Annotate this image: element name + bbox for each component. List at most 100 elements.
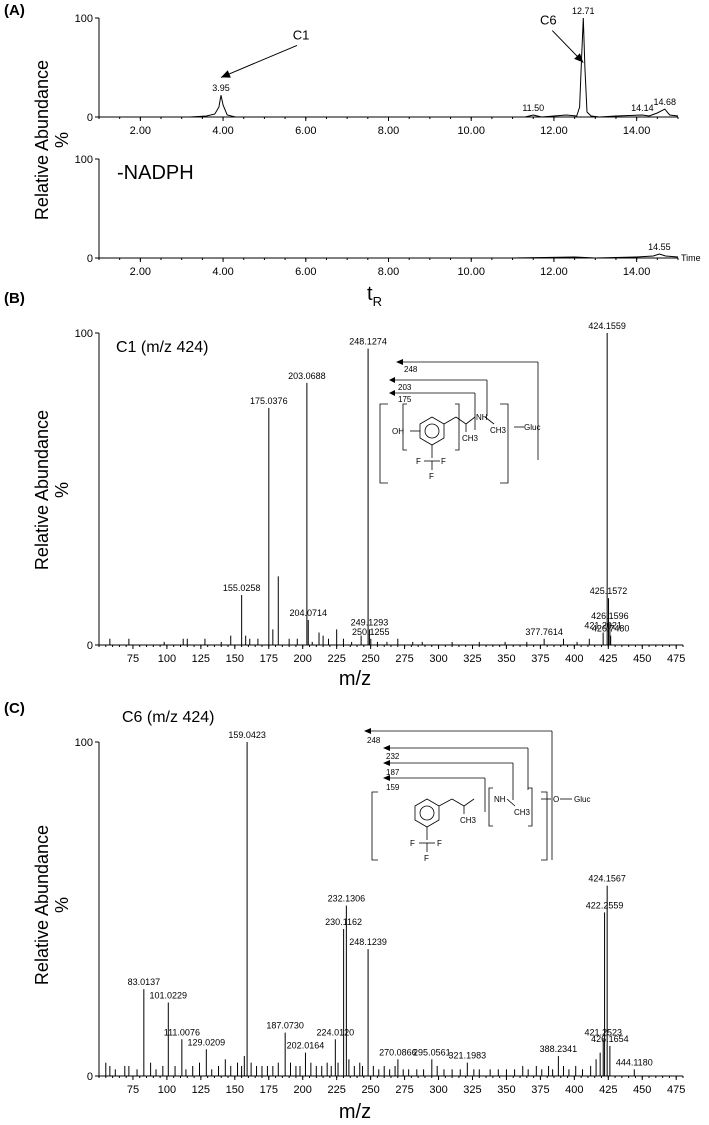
x-tick-label: 6.00 (295, 266, 316, 278)
bracket-inner-right (455, 403, 460, 451)
aromatic-circle (424, 423, 440, 439)
peak-label: 426.7480 (592, 624, 630, 634)
bracket-right (541, 791, 548, 861)
fragment-248-label: 248 (367, 736, 381, 745)
x-tick-label: 10.00 (457, 125, 485, 137)
peak-label: 421.2021 (584, 621, 622, 631)
fragment-159-label: 159 (386, 783, 400, 792)
peak-label: 83.0137 (128, 977, 161, 987)
peak-label: 425.1572 (590, 586, 628, 596)
fragment-159-arrowhead (383, 775, 390, 781)
y-tick-label: 100 (75, 328, 93, 340)
peak-label: 12.71 (572, 6, 595, 16)
y-tick-label: 100 (75, 154, 93, 166)
panel-label-c: (C) (4, 700, 25, 717)
x-tick-label: 75 (127, 653, 139, 665)
atom-gluc: Gluc (574, 795, 590, 804)
x-tick-label: 8.00 (378, 266, 399, 278)
b-ylabel-unit: % (52, 482, 72, 498)
peak-label: 426.1596 (591, 611, 629, 621)
peak-label: 249.1293 (351, 617, 389, 627)
x-tick-label: 175 (260, 1084, 278, 1096)
bond-ch (455, 416, 467, 425)
fragmentation-structure-b: 248 203 175 OH NH CH3 CH3 Gluc F F F (379, 359, 540, 484)
bond-n (465, 416, 476, 425)
fragment-232-label: 232 (386, 752, 400, 761)
x-axis-end-label: Time (681, 253, 701, 263)
peak-label: 250.1255 (352, 627, 390, 637)
x-tick-label: 475 (667, 1084, 685, 1096)
bracket-right (500, 403, 509, 484)
atom-f1: F (410, 839, 415, 848)
annotation-arrow-c1 (220, 44, 298, 78)
x-tick-label: 425 (599, 653, 617, 665)
x-tick-label: 100 (158, 1084, 176, 1096)
chromatogram-a2: 100 0 2.00 4.00 6.00 8.00 10.00 12.00 14.00 14.55… (75, 154, 701, 278)
peak-label: 187.0730 (266, 1021, 304, 1031)
fragmentation-structure-c: 248 232 187 159 NH O Gluc CH3 CH3 F (364, 728, 590, 863)
x-tick-label: 350 (497, 1084, 515, 1096)
x-tick-label: 275 (395, 1084, 413, 1096)
bond-ethyl (506, 798, 516, 807)
peak-label: 295.0561 (413, 1047, 451, 1057)
x-tick-label: 200 (294, 1084, 312, 1096)
x-tick-label: 250 (361, 1084, 379, 1096)
atom-ch3-a: CH3 (460, 816, 477, 825)
peak-label: 175.0376 (250, 396, 288, 406)
peak-label: 388.2341 (540, 1044, 578, 1054)
peak-label: 129.0209 (188, 1037, 226, 1047)
fragment-248-label: 248 (404, 365, 418, 374)
atom-oh: OH (392, 427, 404, 436)
peak-label: 422.2559 (586, 900, 624, 910)
c-title: C6 (m/z 424) (122, 709, 214, 726)
peak-label: 377.7614 (525, 627, 563, 637)
x-tick-label: 325 (463, 653, 481, 665)
peak-label: 270.0866 (379, 1047, 417, 1057)
y-tick-label: 100 (75, 13, 93, 25)
x-tick-label: 10.00 (457, 266, 485, 278)
x-tick-label: 75 (127, 1084, 139, 1096)
bond-ch (451, 798, 465, 807)
peak-label: 426.1654 (591, 1034, 629, 1044)
fragment-248-arrowhead (396, 359, 403, 365)
annotation-label-c6: C6 (540, 13, 557, 28)
peak-label: 424.1567 (588, 874, 626, 884)
x-tick-label: 14.00 (623, 125, 651, 137)
fragment-203-label: 203 (398, 383, 412, 392)
c-ylabel: Relative Abundance (32, 825, 52, 985)
atom-f3: F (424, 854, 429, 863)
annotation-arrowhead (574, 53, 584, 63)
x-tick-label: 175 (260, 653, 278, 665)
x-tick-label: 300 (429, 1084, 447, 1096)
bond-ch2 (443, 416, 457, 425)
peak-label: 202.0164 (287, 1041, 325, 1051)
atom-ch3-b: CH3 (490, 426, 507, 435)
x-tick-label: 2.00 (130, 266, 151, 278)
y-tick-label: 0 (87, 1071, 93, 1083)
peak-label: 248.1239 (349, 937, 387, 947)
peak-label: 14.68 (654, 97, 677, 107)
c-xlabel: m/z (339, 1101, 371, 1123)
benzene-ring (419, 416, 445, 446)
x-tick-label: 325 (463, 1084, 481, 1096)
fragment-232-arrowhead (383, 745, 390, 751)
y-tick-label: 0 (87, 112, 93, 124)
panel-label-a: (A) (4, 2, 25, 19)
annotation-arrowhead (221, 70, 231, 78)
peak-label: 444.1180 (616, 1057, 653, 1067)
x-tick-label: 200 (294, 653, 312, 665)
atom-f2: F (437, 839, 442, 848)
x-tick-label: 375 (531, 653, 549, 665)
peak-label: 232.1306 (328, 894, 366, 904)
x-tick-label: 275 (395, 653, 413, 665)
x-tick-label: 150 (226, 1084, 244, 1096)
spectrum-c: 100 0 75 100 125 150 175 200 225 250 275 300 325 350 3… (75, 730, 686, 1096)
atom-f1: F (416, 457, 421, 466)
fragment-248-arrowhead (364, 728, 371, 734)
x-tick-label: 375 (531, 1084, 549, 1096)
b-title: C1 (m/z 424) (116, 339, 208, 356)
x-tick-label: 450 (633, 1084, 651, 1096)
atom-f3: F (429, 472, 434, 481)
peak-label: 421.2523 (584, 1027, 622, 1037)
